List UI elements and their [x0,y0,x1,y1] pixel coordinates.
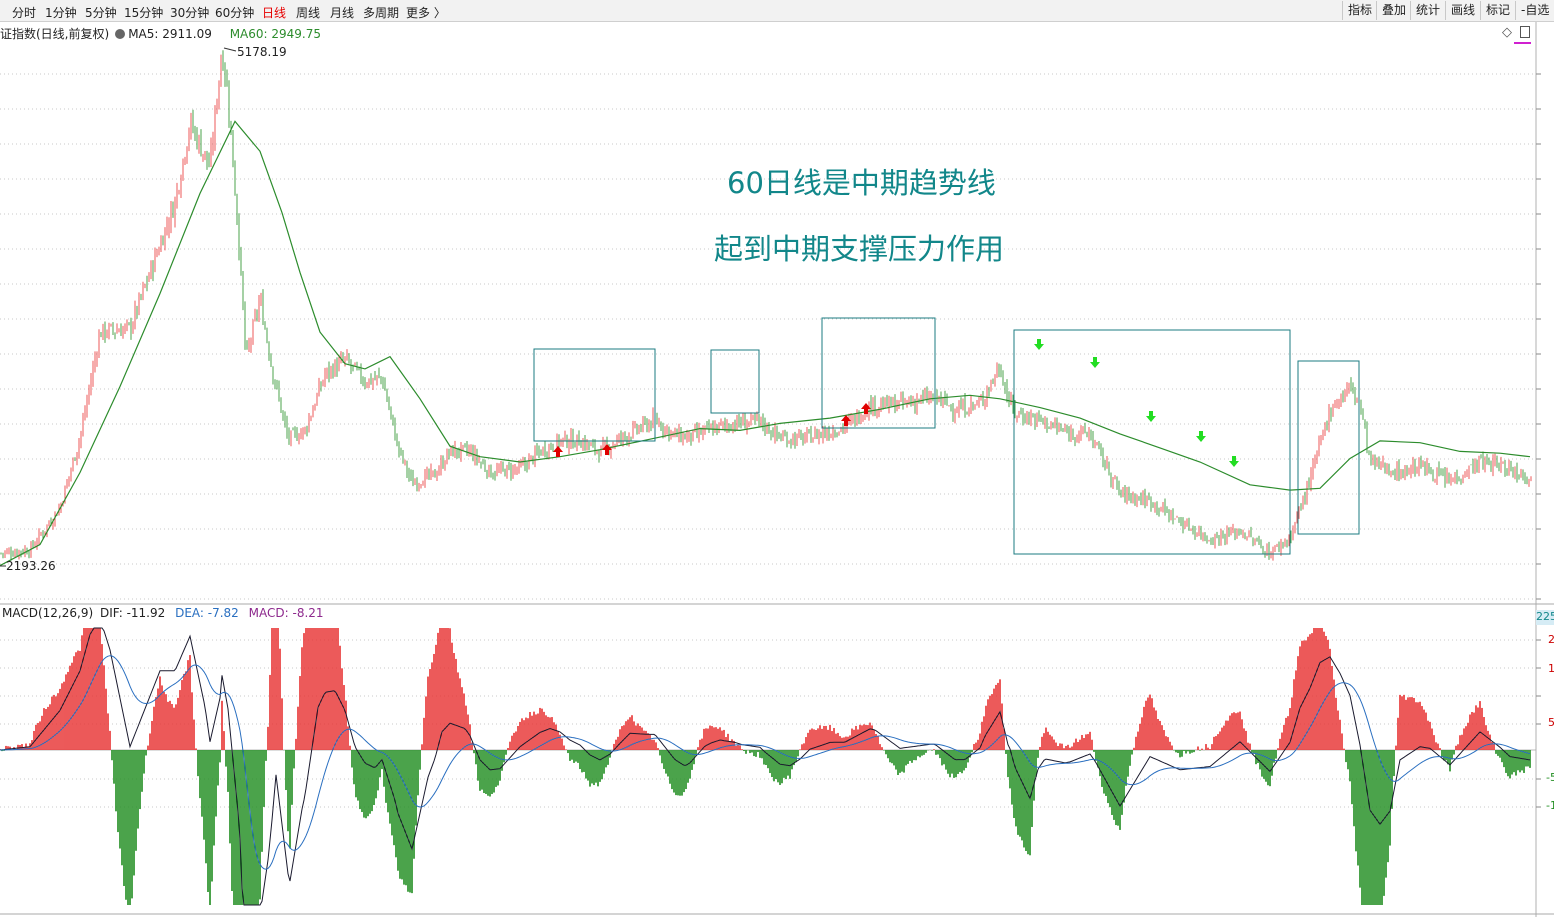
low-price-label: 2193.26 [6,559,56,573]
up-arrow-icon [553,446,563,457]
macd-axis-label-5: -1 [1546,799,1554,812]
down-arrow-icon [1146,411,1156,422]
trend-box [821,317,936,429]
up-arrow-icon [841,415,851,426]
trend-box [1013,329,1291,555]
period-tab-30min[interactable]: 30分钟 [170,6,210,20]
watchlist-button[interactable]: -自选 [1515,1,1554,20]
dea-line [0,655,1531,870]
ma60-label: MA60: 2949.75 [229,27,322,41]
period-tab-5min[interactable]: 5分钟 [85,6,117,20]
indicator-button[interactable]: 指标 [1342,1,1377,20]
indicator-settings-icon[interactable] [115,29,126,39]
period-tab-weekly[interactable]: 周线 [296,6,321,20]
macd-value: MACD: -8.21 [248,606,324,620]
index-name: 证指数(日线,前复权) [0,27,110,41]
period-tab-1min[interactable]: 1分钟 [45,6,77,20]
macd-axis-label-4: -5 [1546,771,1554,784]
diamond-icon[interactable]: ◇ [1502,25,1512,40]
period-tab-60min[interactable]: 60分钟 [215,6,255,20]
chart-axes [0,22,1554,917]
macd-axis-label-2: 1 [1548,662,1554,675]
period-tab-monthly[interactable]: 月线 [330,6,355,20]
down-arrow-icon [1196,431,1206,442]
up-arrow-icon [861,403,871,414]
period-tab-fenshi[interactable]: 分时 [12,6,37,20]
annotation-line-1: 60日线是中期趋势线 [727,166,996,200]
main-legend: 证指数(日线,前复权) MA5: 2911.09 MA60: 2949.75 [0,25,321,42]
annotation-boxes [533,317,1360,555]
macd-axis-label-1: 2 [1548,633,1554,646]
period-toolbar: 分时 1分钟 5分钟 15分钟 30分钟 60分钟 日线 周线 月线 多周期 更… [0,0,1554,22]
down-arrow-icon [1090,357,1100,368]
down-arrow-icon [1034,339,1044,350]
down-arrow-icon [1229,456,1239,467]
right-axis-badge: 225 [1536,610,1554,625]
chart-grid [0,73,1536,600]
macd-name: MACD(12,26,9) [2,606,94,620]
macd-histogram [0,628,1531,905]
high-pointer [223,47,237,52]
macd-axis-label-3: 5 [1548,716,1554,729]
macd-dif: DIF: -11.92 [99,606,166,620]
trend-box [710,349,760,414]
macd-legend: MACD(12,26,9) DIF: -11.92 DEA: -7.82 MAC… [2,606,324,620]
draw-line-button[interactable]: 画线 [1445,1,1480,20]
high-price-label: 5178.19 [237,45,287,59]
panel-toggle-icon[interactable] [1520,26,1530,38]
trend-box [533,348,656,442]
trend-box [1297,360,1360,535]
dif-line [0,627,1531,906]
candlestick-series [0,50,1532,561]
period-tab-more[interactable]: 更多 〉 [406,6,446,20]
signal-arrows [553,339,1239,467]
period-tab-15min[interactable]: 15分钟 [124,6,164,20]
overlay-button[interactable]: 叠加 [1376,1,1411,20]
mark-button[interactable]: 标记 [1480,1,1515,20]
ma5-label: MA5: 2911.09 [128,27,212,41]
panel-toggle-underline [1514,42,1531,44]
annotation-line-2: 起到中期支撑压力作用 [714,232,1005,266]
statistics-button[interactable]: 统计 [1410,1,1445,20]
up-arrow-icon [602,444,612,455]
period-tab-daily[interactable]: 日线 [262,6,287,20]
macd-dea: DEA: -7.82 [175,606,239,620]
period-tab-multi[interactable]: 多周期 [363,6,400,20]
